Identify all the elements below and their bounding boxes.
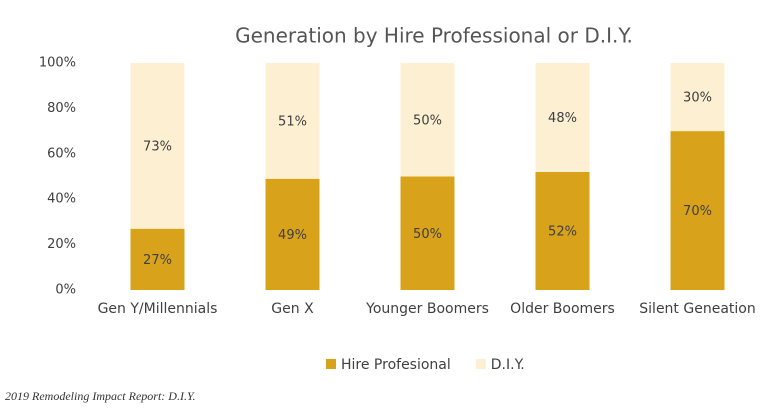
data-label: 27%: [143, 253, 172, 268]
x-tick-label: Older Boomers: [510, 301, 615, 317]
source-note: 2019 Remodeling Impact Report: D.I.Y.: [5, 389, 196, 403]
x-tick-label: Gen Y/Millennials: [98, 301, 218, 317]
legend-swatch: [475, 359, 486, 369]
bar-segment: [265, 178, 320, 290]
bar-segment: [265, 63, 320, 179]
y-tick-label: 80%: [47, 101, 76, 116]
y-tick-label: 40%: [47, 192, 76, 207]
data-label: 70%: [683, 204, 712, 219]
legend-label: Hire Profesional: [341, 357, 451, 373]
x-tick-label: Silent Geneation: [639, 301, 755, 317]
x-tick-label: Younger Boomers: [365, 301, 489, 317]
y-tick-label: 60%: [47, 146, 76, 161]
data-label: 49%: [278, 228, 307, 243]
legend-label: D.I.Y.: [491, 357, 525, 373]
data-label: 51%: [278, 114, 307, 129]
bar-segment: [670, 131, 725, 290]
bar-segment: [400, 63, 455, 177]
y-tick-label: 0%: [55, 283, 76, 298]
legend-swatch: [326, 359, 336, 369]
x-tick-label: Gen X: [271, 301, 314, 317]
data-label: 73%: [143, 139, 172, 154]
bar-segment: [130, 228, 185, 290]
bar-segment: [535, 171, 590, 290]
data-label: 52%: [548, 224, 577, 239]
y-tick-label: 20%: [47, 237, 76, 252]
data-label: 30%: [683, 91, 712, 106]
data-label: 48%: [548, 111, 577, 126]
bar-segment: [130, 63, 185, 229]
bar-segment: [535, 63, 590, 172]
data-label: 50%: [413, 227, 442, 242]
chart-title: Generation by Hire Professional or D.I.Y…: [235, 24, 633, 48]
bar-segment: [670, 63, 725, 132]
bar-segment: [400, 176, 455, 290]
y-tick-label: 100%: [39, 56, 76, 71]
data-label: 50%: [413, 113, 442, 128]
